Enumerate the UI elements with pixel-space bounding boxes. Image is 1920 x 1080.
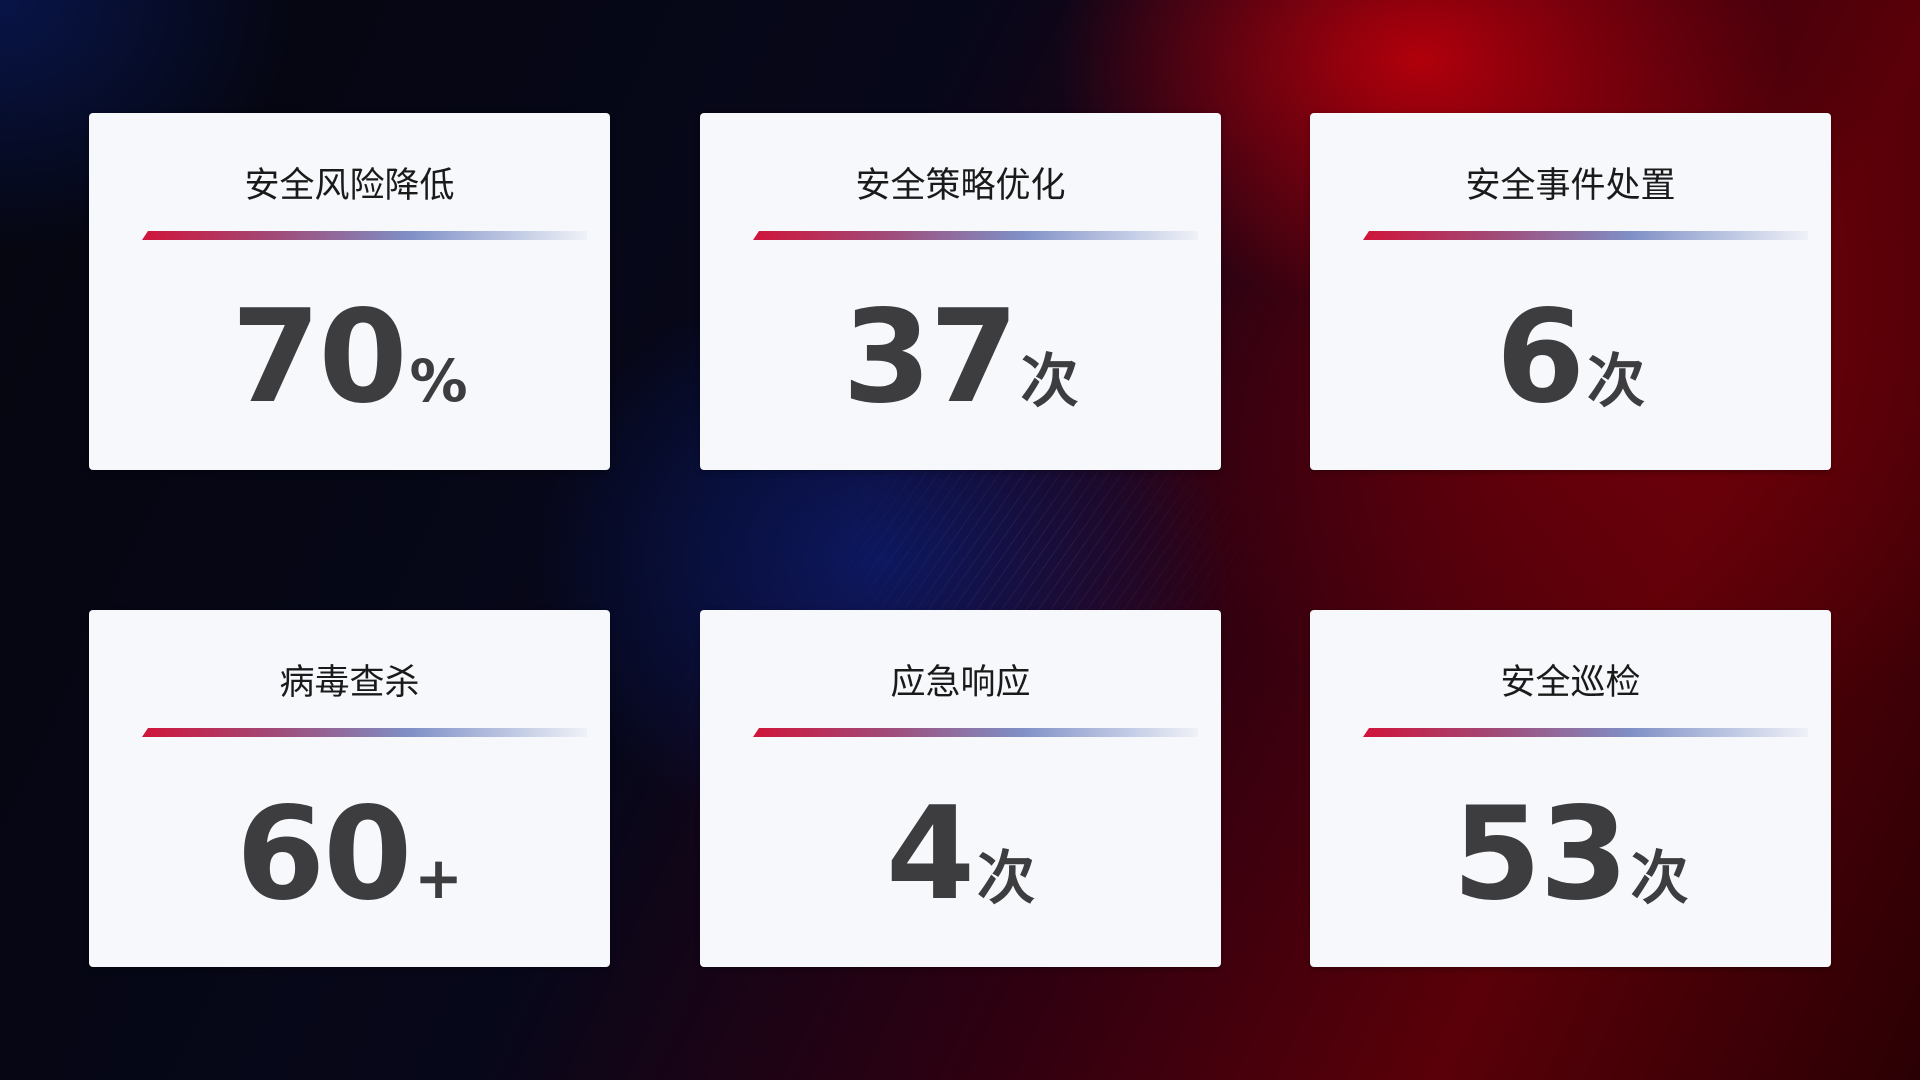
- stat-unit: %: [409, 347, 468, 415]
- stat-number: 70: [231, 283, 407, 432]
- stat-value: 60+: [89, 780, 610, 929]
- stat-card: 安全策略优化 37次: [700, 113, 1221, 470]
- stat-title: 安全策略优化: [855, 166, 1066, 206]
- stat-value: 4次: [700, 780, 1221, 929]
- stat-title: 安全风险降低: [244, 166, 455, 206]
- stat-card: 病毒查杀 60+: [89, 610, 610, 967]
- stat-unit: 次: [1587, 347, 1646, 415]
- stat-value: 6次: [1310, 283, 1831, 432]
- gradient-divider: [142, 728, 587, 737]
- stat-unit: 次: [1020, 347, 1079, 415]
- stat-card: 安全事件处置 6次: [1310, 113, 1831, 470]
- stat-card: 安全风险降低 70%: [89, 113, 610, 470]
- stat-title: 病毒查杀: [279, 663, 420, 703]
- gradient-divider: [753, 728, 1198, 737]
- stat-number: 53: [1452, 780, 1628, 929]
- stat-number: 6: [1495, 283, 1585, 432]
- stat-value: 37次: [700, 283, 1221, 432]
- gradient-divider: [142, 231, 587, 240]
- stat-title: 应急响应: [890, 663, 1031, 703]
- stat-value: 53次: [1310, 780, 1831, 929]
- stat-title: 安全巡检: [1500, 663, 1641, 703]
- stat-unit: +: [414, 844, 463, 912]
- stat-number: 37: [842, 283, 1018, 432]
- stat-card: 应急响应 4次: [700, 610, 1221, 967]
- stat-number: 60: [236, 780, 412, 929]
- stat-card: 安全巡检 53次: [1310, 610, 1831, 967]
- stat-unit: 次: [977, 844, 1036, 912]
- gradient-divider: [1363, 231, 1808, 240]
- gradient-divider: [753, 231, 1198, 240]
- gradient-divider: [1363, 728, 1808, 737]
- stat-number: 4: [885, 780, 975, 929]
- stat-title: 安全事件处置: [1465, 166, 1676, 206]
- stat-unit: 次: [1630, 844, 1689, 912]
- stat-value: 70%: [89, 283, 610, 432]
